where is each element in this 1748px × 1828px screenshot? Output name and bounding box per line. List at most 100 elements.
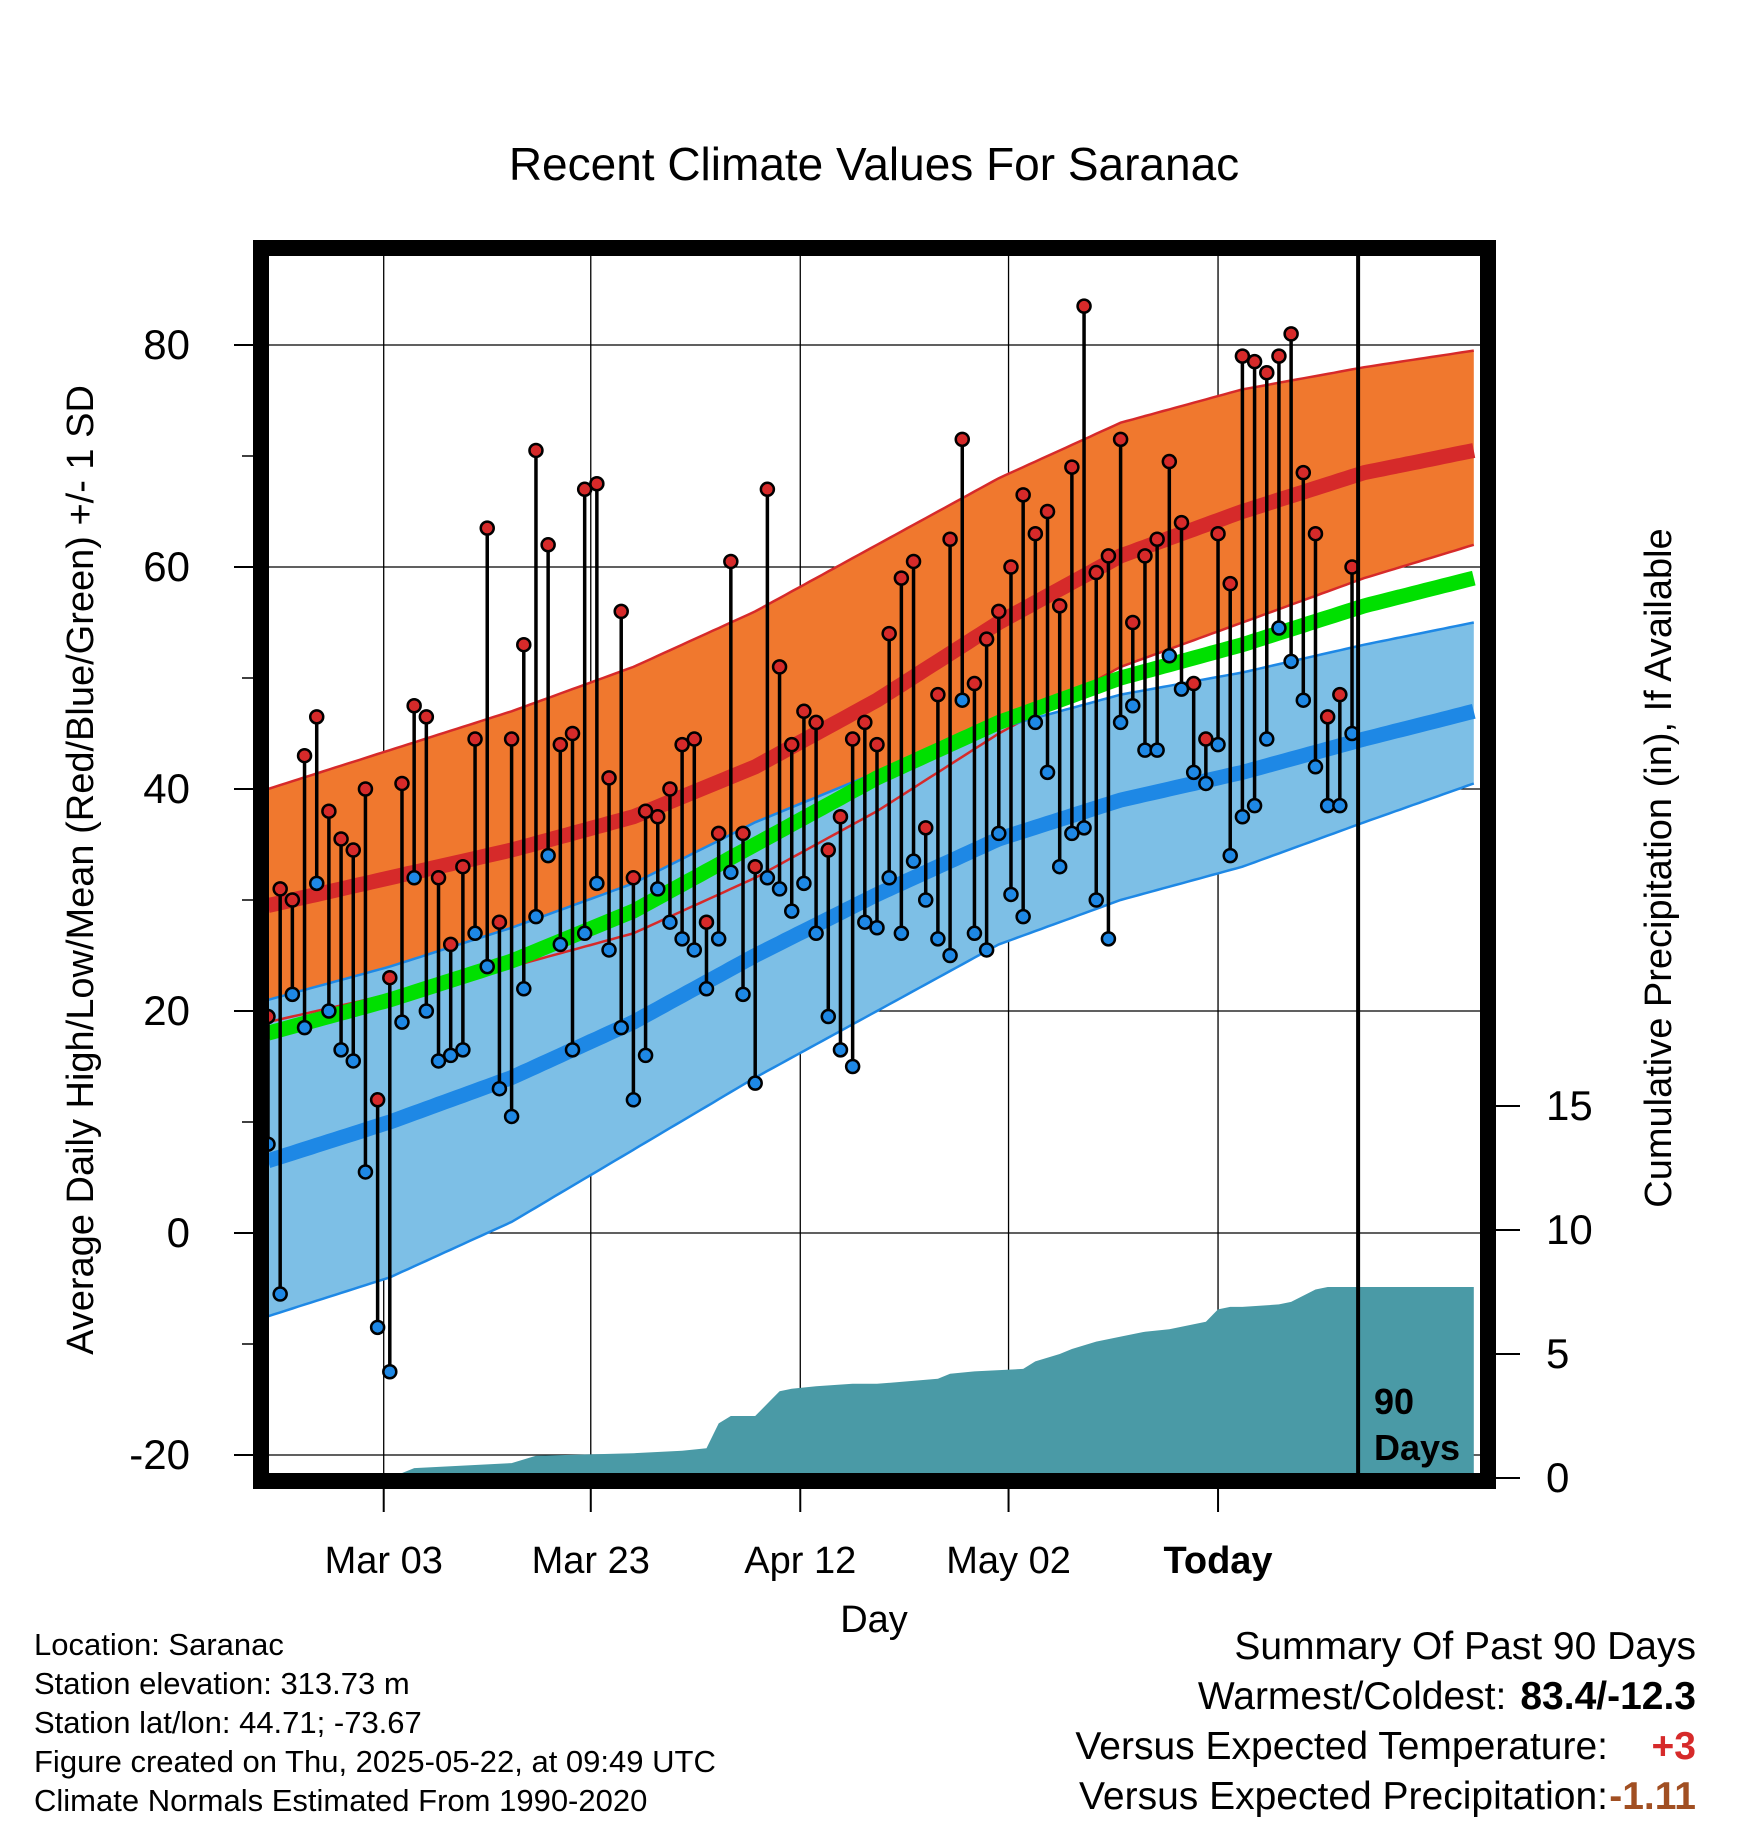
daily-low-point [930, 931, 946, 947]
x-tick-label: Mar 03 [325, 1540, 443, 1582]
daily-high-point [1027, 525, 1044, 542]
x-tick-label: May 02 [946, 1540, 1071, 1582]
daily-high-point [1246, 353, 1263, 370]
daily-high-point [418, 709, 435, 725]
daily-high-point [1307, 525, 1324, 542]
y-axis-label-right: Cumulative Precipitation (in), If Availa… [1638, 528, 1680, 1207]
daily-low-point [832, 1042, 849, 1058]
daily-low-point [491, 1080, 508, 1097]
daily-high-point [1137, 548, 1153, 564]
daily-high-point [625, 870, 642, 886]
summary-temp: Versus Expected Temperature: +3 [1075, 1722, 1696, 1772]
daily-low-point [406, 870, 422, 886]
daily-high-point [650, 809, 666, 825]
daily-low-point [1015, 908, 1031, 925]
station-info: Location: Saranac Station elevation: 313… [34, 1625, 716, 1820]
summary-precip-value: -1.11 [1609, 1775, 1696, 1818]
station-elevation: Station elevation: 313.73 m [34, 1666, 410, 1701]
daily-low-point [1076, 820, 1092, 836]
daily-low-point [905, 853, 922, 869]
daily-low-point [893, 925, 910, 942]
daily-low-point [637, 1047, 654, 1064]
daily-low-point [382, 1364, 398, 1380]
daily-high-point [1064, 459, 1080, 475]
daily-high-point [686, 731, 703, 747]
daily-high-point [382, 969, 398, 986]
summary-title: Summary Of Past 90 Days [1234, 1625, 1696, 1668]
x-axis-label: Day [840, 1599, 908, 1641]
daily-high-point [1210, 525, 1226, 542]
x-tick-label: Apr 12 [744, 1540, 856, 1582]
y-right-tick-label: 0 [1546, 1454, 1569, 1501]
plot-area [267, 254, 1482, 1475]
daily-low-point [625, 1092, 642, 1108]
daily-low-point [796, 875, 812, 892]
daily-low-point [613, 1019, 629, 1036]
daily-low-point [650, 881, 666, 897]
daily-high-point [394, 775, 410, 792]
daily-high-point [844, 731, 861, 747]
daily-high-point [1295, 464, 1312, 481]
daily-low-point [1161, 648, 1178, 664]
daily-low-point [808, 925, 824, 942]
daily-high-point [881, 625, 897, 642]
daily-low-point [1295, 692, 1312, 708]
daily-low-point [1112, 714, 1129, 731]
daily-high-point [1332, 686, 1348, 703]
daily-high-point [966, 675, 983, 692]
daily-high-point [1125, 614, 1141, 631]
daily-low-point [1332, 797, 1348, 814]
daily-low-point [820, 1008, 837, 1025]
daily-high-point [796, 703, 812, 720]
daily-high-point [698, 914, 715, 930]
daily-high-point [832, 809, 849, 825]
daily-high-point [1185, 675, 1202, 692]
daily-high-point [369, 1092, 386, 1108]
daily-high-point [564, 725, 581, 742]
daily-high-point [1039, 503, 1056, 520]
daily-high-point [1319, 709, 1336, 725]
daily-low-point [1051, 858, 1068, 875]
daily-low-point [674, 931, 690, 947]
daily-high-point [1051, 598, 1068, 614]
daily-high-point [735, 825, 751, 842]
daily-high-point [540, 537, 556, 553]
daily-high-point [1003, 559, 1019, 575]
daily-high-point [467, 731, 483, 747]
daily-low-point [991, 825, 1007, 842]
daily-low-point [418, 1003, 435, 1019]
daily-low-point [333, 1042, 349, 1058]
daily-high-point [674, 736, 690, 753]
summary-temp-label: Versus Expected Temperature: [1075, 1725, 1608, 1768]
daily-high-point [893, 570, 910, 586]
daily-low-point [589, 875, 605, 892]
daily-high-point [613, 603, 629, 620]
daily-low-point [1210, 736, 1226, 753]
daily-low-point [601, 942, 617, 958]
daily-high-point [759, 481, 776, 498]
chart-title: Recent Climate Values For Saranac [509, 138, 1239, 190]
daily-high-point [1112, 431, 1129, 448]
daily-low-point [1100, 931, 1117, 947]
daily-low-point [747, 1075, 763, 1091]
daily-low-point [308, 875, 325, 892]
today-marker-label-line2: Days [1374, 1427, 1460, 1468]
daily-low-point [1149, 742, 1165, 758]
daily-low-point [844, 1058, 861, 1075]
axes: Mar 03 Mar 23 Apr 12 May 02 Today 80 60 40 20 0 -2… [129, 240, 1593, 1582]
daily-high-point [321, 803, 337, 819]
daily-high-point [552, 736, 569, 753]
y-right-tick-label: 5 [1546, 1330, 1569, 1377]
daily-high-point [1173, 514, 1190, 531]
climate-normals-period: Climate Normals Estimated From 1990-2020 [34, 1783, 648, 1818]
y-axis-label-left: Average Daily High/Low/Mean (Red/Blue/Gr… [60, 385, 102, 1355]
daily-high-point [601, 770, 617, 786]
daily-high-point [516, 636, 532, 653]
daily-high-point [1271, 348, 1287, 364]
daily-high-point [333, 831, 349, 847]
figure-created: Figure created on Thu, 2025-05-22, at 09… [34, 1744, 716, 1779]
y-right-tick-label: 10 [1546, 1206, 1593, 1253]
daily-high-point [723, 553, 739, 570]
daily-low-point [552, 936, 569, 953]
station-location: Location: Saranac [34, 1627, 284, 1662]
